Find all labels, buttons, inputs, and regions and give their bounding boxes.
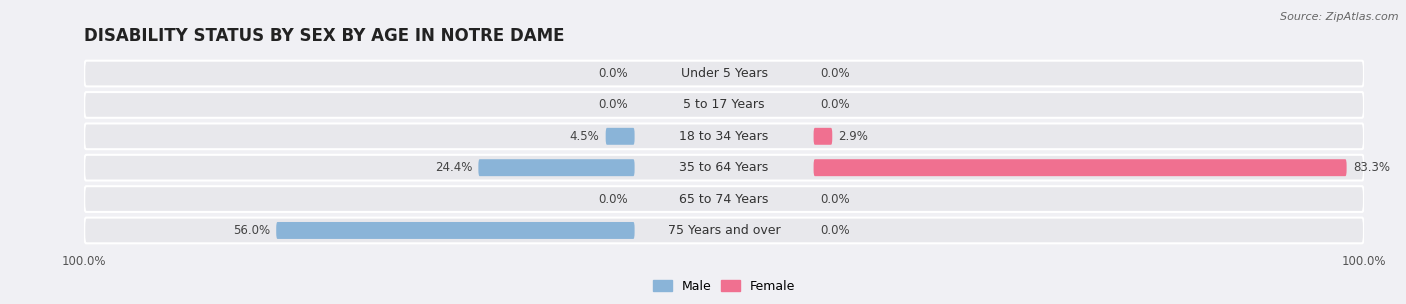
Text: 0.0%: 0.0% [820,192,849,206]
Text: 35 to 64 Years: 35 to 64 Years [679,161,769,174]
Text: DISABILITY STATUS BY SEX BY AGE IN NOTRE DAME: DISABILITY STATUS BY SEX BY AGE IN NOTRE… [84,27,565,45]
Text: 56.0%: 56.0% [233,224,270,237]
Text: 24.4%: 24.4% [434,161,472,174]
FancyBboxPatch shape [84,218,1364,243]
FancyBboxPatch shape [276,222,634,239]
FancyBboxPatch shape [84,186,1364,212]
Text: 75 Years and over: 75 Years and over [668,224,780,237]
FancyBboxPatch shape [84,61,1364,86]
Text: 0.0%: 0.0% [820,98,849,112]
Text: 5 to 17 Years: 5 to 17 Years [683,98,765,112]
Text: Source: ZipAtlas.com: Source: ZipAtlas.com [1281,12,1399,22]
Bar [634,58,814,246]
Text: 83.3%: 83.3% [1353,161,1391,174]
Text: Under 5 Years: Under 5 Years [681,67,768,80]
FancyBboxPatch shape [478,159,634,176]
Text: 0.0%: 0.0% [599,67,628,80]
Text: 0.0%: 0.0% [820,224,849,237]
FancyBboxPatch shape [814,128,832,145]
FancyBboxPatch shape [84,155,1364,181]
FancyBboxPatch shape [606,128,634,145]
FancyBboxPatch shape [84,123,1364,149]
Text: 0.0%: 0.0% [820,67,849,80]
Text: 18 to 34 Years: 18 to 34 Years [679,130,769,143]
Text: 0.0%: 0.0% [599,98,628,112]
Text: 4.5%: 4.5% [569,130,599,143]
Text: 2.9%: 2.9% [838,130,869,143]
Text: 0.0%: 0.0% [599,192,628,206]
Text: 65 to 74 Years: 65 to 74 Years [679,192,769,206]
FancyBboxPatch shape [814,159,1347,176]
FancyBboxPatch shape [84,92,1364,118]
Legend: Male, Female: Male, Female [648,275,800,298]
